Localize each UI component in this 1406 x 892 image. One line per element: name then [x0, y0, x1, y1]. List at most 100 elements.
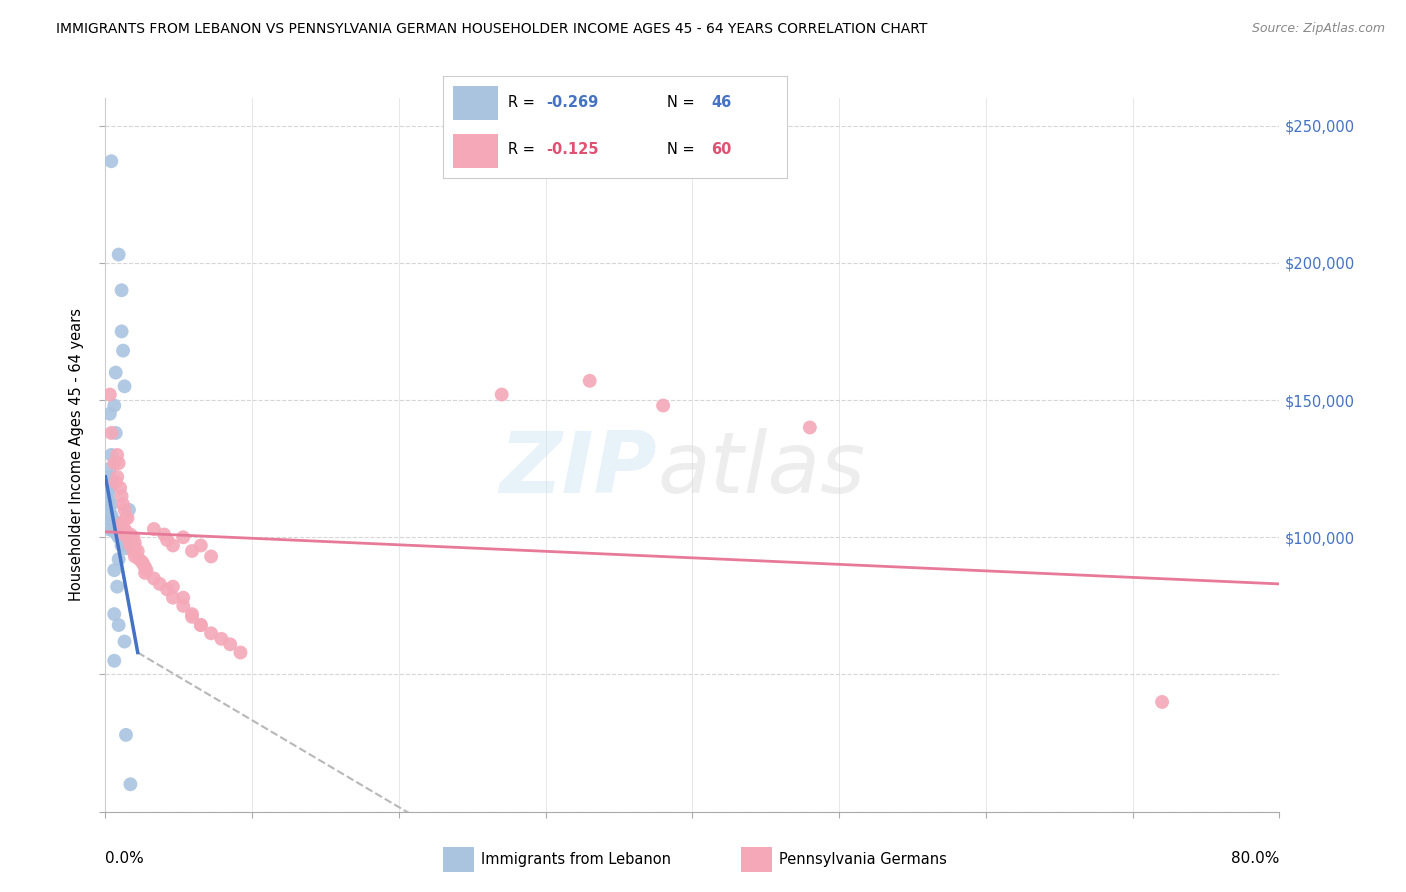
- Point: [105, 448, 128, 462]
- Point: [142, 522, 165, 536]
- Point: [103, 607, 125, 621]
- Point: [118, 533, 141, 547]
- Point: [200, 549, 222, 564]
- Point: [114, 503, 136, 517]
- Point: [110, 533, 132, 547]
- Point: [97, 511, 120, 525]
- Point: [104, 475, 127, 490]
- Point: [107, 618, 129, 632]
- Point: [181, 610, 204, 624]
- Point: [156, 533, 179, 547]
- Point: [578, 374, 600, 388]
- Point: [110, 539, 132, 553]
- Point: [181, 607, 204, 621]
- Point: [115, 541, 138, 556]
- Point: [100, 154, 122, 169]
- Text: R =: R =: [509, 142, 540, 157]
- Point: [229, 646, 252, 660]
- Text: 80.0%: 80.0%: [1232, 851, 1279, 866]
- Text: 46: 46: [711, 95, 733, 110]
- Point: [181, 544, 204, 558]
- Point: [103, 514, 125, 528]
- Point: [652, 399, 675, 413]
- Point: [100, 475, 122, 490]
- Point: [100, 497, 122, 511]
- Point: [1150, 695, 1173, 709]
- Text: atlas: atlas: [657, 427, 865, 511]
- Point: [491, 387, 513, 401]
- Point: [112, 497, 135, 511]
- Point: [172, 591, 194, 605]
- Point: [156, 582, 179, 597]
- Point: [120, 777, 142, 791]
- Point: [98, 481, 121, 495]
- Point: [97, 475, 120, 490]
- Point: [97, 483, 120, 498]
- Point: [149, 577, 172, 591]
- Point: [117, 511, 139, 525]
- Point: [105, 580, 128, 594]
- Text: 60: 60: [711, 142, 733, 157]
- Point: [98, 506, 121, 520]
- Point: [120, 539, 142, 553]
- Point: [108, 481, 131, 495]
- Point: [115, 511, 138, 525]
- Point: [124, 535, 146, 549]
- Point: [100, 448, 122, 462]
- Point: [103, 456, 125, 470]
- Point: [103, 524, 125, 539]
- Text: 0.0%: 0.0%: [105, 851, 145, 866]
- Point: [172, 530, 194, 544]
- Text: -0.125: -0.125: [546, 142, 599, 157]
- Point: [114, 527, 136, 541]
- Point: [97, 503, 120, 517]
- Point: [190, 539, 212, 553]
- Point: [124, 549, 146, 564]
- Text: N =: N =: [666, 95, 699, 110]
- Point: [107, 530, 129, 544]
- Text: IMMIGRANTS FROM LEBANON VS PENNSYLVANIA GERMAN HOUSEHOLDER INCOME AGES 45 - 64 Y: IMMIGRANTS FROM LEBANON VS PENNSYLVANIA …: [56, 22, 928, 37]
- Point: [105, 527, 128, 541]
- Point: [107, 456, 129, 470]
- Point: [97, 494, 120, 508]
- Point: [142, 571, 165, 585]
- Text: R =: R =: [509, 95, 540, 110]
- Bar: [453, 87, 498, 120]
- Point: [162, 539, 184, 553]
- Text: Immigrants from Lebanon: Immigrants from Lebanon: [481, 853, 671, 867]
- Point: [153, 527, 176, 541]
- Point: [110, 283, 132, 297]
- Point: [107, 247, 129, 261]
- Point: [107, 552, 129, 566]
- Point: [114, 535, 136, 549]
- Point: [200, 626, 222, 640]
- Text: ZIP: ZIP: [499, 427, 657, 511]
- Point: [98, 407, 121, 421]
- Point: [134, 566, 156, 580]
- Point: [100, 425, 122, 440]
- Point: [190, 618, 212, 632]
- Point: [135, 563, 157, 577]
- Point: [172, 599, 194, 613]
- Text: Pennsylvania Germans: Pennsylvania Germans: [779, 853, 946, 867]
- Point: [97, 500, 120, 514]
- Bar: [453, 135, 498, 168]
- Point: [97, 519, 120, 533]
- Text: -0.269: -0.269: [546, 95, 599, 110]
- Point: [110, 489, 132, 503]
- Point: [100, 508, 122, 523]
- Point: [124, 541, 146, 556]
- Point: [98, 387, 121, 401]
- Point: [104, 425, 127, 440]
- Point: [114, 522, 136, 536]
- Y-axis label: Householder Income Ages 45 - 64 years: Householder Income Ages 45 - 64 years: [69, 309, 84, 601]
- Point: [122, 544, 145, 558]
- Point: [103, 654, 125, 668]
- Point: [162, 591, 184, 605]
- Point: [103, 399, 125, 413]
- Point: [112, 343, 135, 358]
- Point: [799, 420, 821, 434]
- Point: [114, 634, 136, 648]
- Point: [131, 555, 153, 569]
- Point: [134, 560, 156, 574]
